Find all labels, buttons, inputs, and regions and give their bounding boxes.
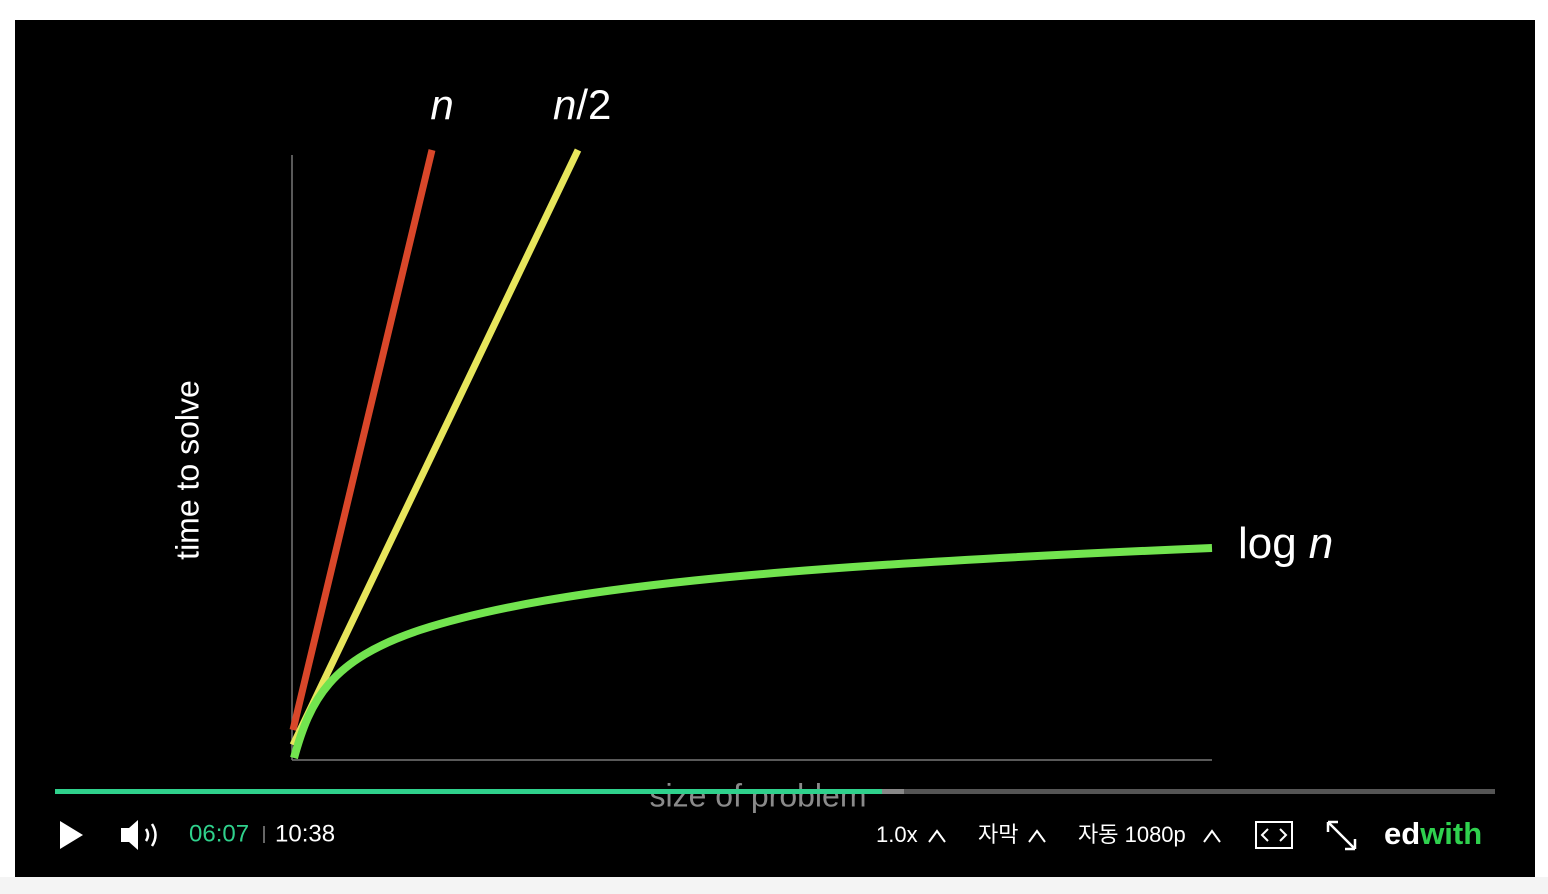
page-footer-strip [0,877,1548,894]
subtitles-button[interactable]: 자막 [978,822,1018,847]
curve-log-n [290,544,1213,760]
progress-played [55,789,882,794]
embed-box [1255,821,1293,849]
quality-button[interactable]: 자동 1080p [1078,822,1186,847]
volume-speaker [121,820,138,850]
label-log-n: log n [1238,519,1333,568]
embed-button[interactable] [1255,821,1293,849]
quality-caret [1203,829,1221,843]
label-n: n [430,81,453,128]
volume-wave [144,828,150,842]
speed-caret [928,829,946,843]
duration: 10:38 [275,820,335,847]
fullscreen-button[interactable] [1326,820,1357,851]
play-button[interactable] [60,821,83,849]
logo-ed: ed [1384,816,1420,851]
label-half-n: n/2 [553,81,611,128]
curve-half-n [289,148,582,747]
x-axis-label: size of problem [650,777,867,813]
embed-chevrons [1260,828,1288,842]
volume-button[interactable] [121,820,157,850]
logo-with: with [1419,816,1482,851]
current-time: 06:07 [189,820,249,847]
y-axis-label: time to solve [169,380,205,560]
volume-wave [150,823,157,847]
fullscreen-arrow [1326,820,1357,851]
subtitles-caret [1028,829,1046,843]
label-half-n-var: n [553,81,576,128]
speed-button[interactable]: 1.0x [876,822,918,847]
label-log-var: n [1309,519,1333,568]
curve-n [289,149,436,731]
edwith-logo[interactable]: edwith [1384,816,1482,851]
label-half-n-div: /2 [576,81,611,128]
label-log-word: log [1238,519,1297,568]
video-frame[interactable] [15,20,1535,877]
